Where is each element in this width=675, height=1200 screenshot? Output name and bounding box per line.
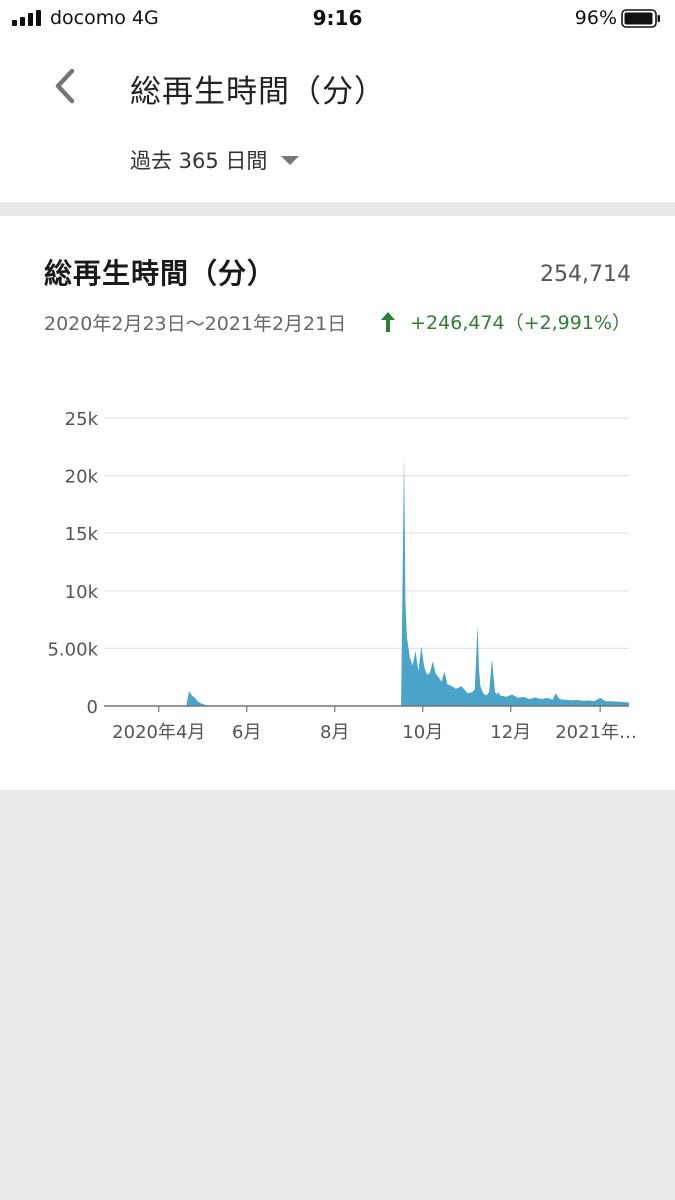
page-title: 総再生時間（分） bbox=[130, 74, 386, 110]
x-tick-label: 12月 bbox=[490, 722, 531, 743]
chart-area bbox=[104, 452, 629, 706]
x-tick-label: 10月 bbox=[402, 722, 443, 743]
y-tick-label: 20k bbox=[65, 467, 99, 488]
change-value: +246,474（+2,991%） bbox=[410, 312, 631, 334]
battery-icon bbox=[621, 9, 660, 28]
y-tick-label: 10k bbox=[65, 582, 99, 603]
chart-grid bbox=[104, 417, 629, 649]
app-bar: 総再生時間（分） 過去 365 日間 bbox=[0, 38, 675, 202]
x-tick-label: 2020年4月 bbox=[112, 722, 205, 743]
date-range-text: 2020年2月23日〜2021年2月21日 bbox=[44, 313, 347, 335]
total-value: 254,714 bbox=[540, 262, 631, 287]
y-tick-label: 25k bbox=[65, 409, 99, 430]
watch-time-chart: 0 5.00k 10k 15k 20k 25k 2020年4月 6月 8月 10月 12月 2021… bbox=[47, 409, 637, 743]
metric-card: 総再生時間（分） 254,714 2020年2月23日〜2021年2月21日 +… bbox=[0, 216, 675, 790]
battery-percent: 96% bbox=[574, 7, 617, 29]
y-axis-ticks: 0 5.00k 10k 15k 20k 25k bbox=[47, 409, 98, 718]
x-axis-ticks: 2020年4月 6月 8月 10月 12月 2021年… bbox=[112, 706, 637, 743]
status-time: 9:16 bbox=[312, 6, 363, 30]
caret-down-icon bbox=[281, 155, 300, 165]
date-range-dropdown[interactable]: 過去 365 日間 bbox=[130, 142, 300, 178]
carrier-label: docomo 4G bbox=[50, 7, 159, 29]
x-tick-label: 2021年… bbox=[555, 722, 637, 743]
arrow-up-icon bbox=[381, 311, 396, 332]
change-indicator: +246,474（+2,991%） bbox=[380, 308, 631, 335]
y-tick-label: 0 bbox=[87, 697, 98, 718]
x-tick-label: 6月 bbox=[232, 722, 261, 743]
watch-time-series bbox=[104, 452, 629, 706]
y-tick-label: 5.00k bbox=[47, 639, 98, 660]
y-tick-label: 15k bbox=[65, 524, 99, 545]
section-divider bbox=[0, 202, 675, 216]
signal-icon bbox=[12, 10, 41, 26]
status-bar: docomo 4G 9:16 96% bbox=[0, 0, 675, 38]
date-range-label: 過去 365 日間 bbox=[130, 149, 268, 173]
chevron-left-icon bbox=[55, 68, 75, 104]
x-tick-label: 8月 bbox=[320, 722, 349, 743]
card-title: 総再生時間（分） bbox=[44, 257, 277, 290]
back-button[interactable] bbox=[42, 63, 88, 109]
